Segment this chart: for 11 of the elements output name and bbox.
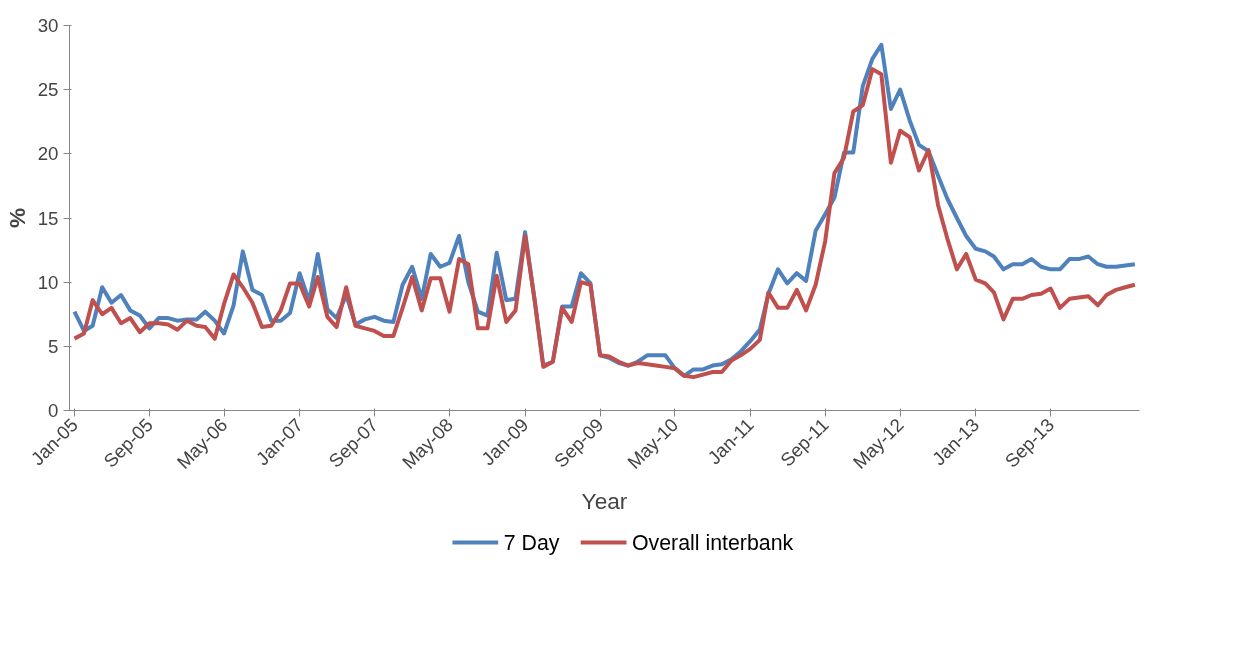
y-tick-label: 25 — [37, 79, 59, 101]
y-tick-label: 5 — [48, 335, 59, 357]
y-tick-label: 30 — [37, 15, 59, 36]
y-tick-label: 15 — [37, 207, 59, 229]
x-axis-title: Year — [581, 488, 628, 515]
y-axis-title: % — [3, 207, 30, 229]
y-tick-label: 0 — [48, 400, 59, 421]
y-tick-label: 20 — [37, 143, 59, 165]
y-tick-label: 10 — [37, 271, 59, 293]
legend-label: Overall interbank — [631, 530, 794, 555]
legend-label: 7 Day — [503, 530, 560, 555]
